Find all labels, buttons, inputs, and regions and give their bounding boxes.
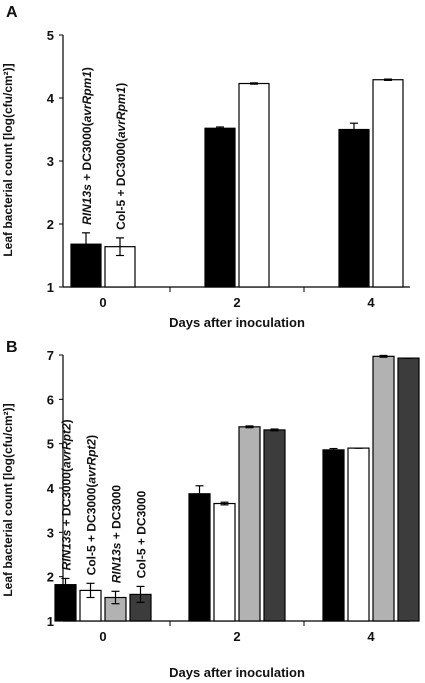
x-tick-label: 4 xyxy=(367,629,375,644)
panel-a: A Leaf bacterial count [log(cfu/cm²)] Da… xyxy=(1,4,410,330)
series-label: RIN13s + DC3000(avrRpt2) xyxy=(60,419,74,570)
y-tick-label: 5 xyxy=(47,437,54,452)
x-tick-label: 2 xyxy=(233,629,240,644)
series-label: Col-5 + DC3000(avrRpm1) xyxy=(114,83,128,230)
series-label: RIN13s + DC3000 xyxy=(110,485,124,584)
panel-b-y-axis-title: Leaf bacterial count [log(cfu/cm²)] xyxy=(1,403,15,596)
bar xyxy=(238,82,270,288)
y-tick-label: 2 xyxy=(47,217,54,232)
x-tick-label: 2 xyxy=(233,295,240,310)
y-tick-label: 7 xyxy=(47,348,54,363)
y-tick-label: 4 xyxy=(47,91,55,106)
panel-b: B Leaf bacterial count [log(cfu/cm²)] Da… xyxy=(1,339,420,680)
bar xyxy=(347,447,370,622)
y-tick-label: 4 xyxy=(47,481,55,496)
panel-a-x-axis-title: Days after inoculation xyxy=(169,315,305,330)
y-tick-label: 5 xyxy=(47,28,54,43)
x-tick-label: 4 xyxy=(367,295,375,310)
y-tick-label: 2 xyxy=(47,570,54,585)
bar xyxy=(238,426,261,622)
panel-a-label: A xyxy=(6,4,18,21)
bar xyxy=(372,355,395,622)
panel-b-label: B xyxy=(6,339,18,356)
series-label: Col-5 + DC3000(avrRpt2) xyxy=(85,435,99,575)
bar xyxy=(204,127,236,288)
y-tick-label: 1 xyxy=(47,280,54,295)
bar xyxy=(263,429,286,622)
y-tick-label: 6 xyxy=(47,392,54,407)
panel-a-y-axis-title: Leaf bacterial count [log(cfu/cm²)] xyxy=(1,63,15,256)
bar xyxy=(322,449,345,622)
bar xyxy=(338,128,370,288)
y-tick-label: 3 xyxy=(47,154,54,169)
series-label: RIN13s + DC3000(avrRpm1) xyxy=(80,67,94,225)
panel-b-x-axis-title: Days after inoculation xyxy=(169,665,305,680)
y-tick-label: 1 xyxy=(47,614,54,629)
x-tick-label: 0 xyxy=(99,629,106,644)
series-label: Col-5 + DC3000 xyxy=(135,490,149,578)
bar xyxy=(397,357,420,622)
bar xyxy=(188,493,211,622)
bar xyxy=(372,79,404,288)
y-tick-label: 3 xyxy=(47,525,54,540)
x-tick-label: 0 xyxy=(99,295,106,310)
bar xyxy=(213,502,236,622)
